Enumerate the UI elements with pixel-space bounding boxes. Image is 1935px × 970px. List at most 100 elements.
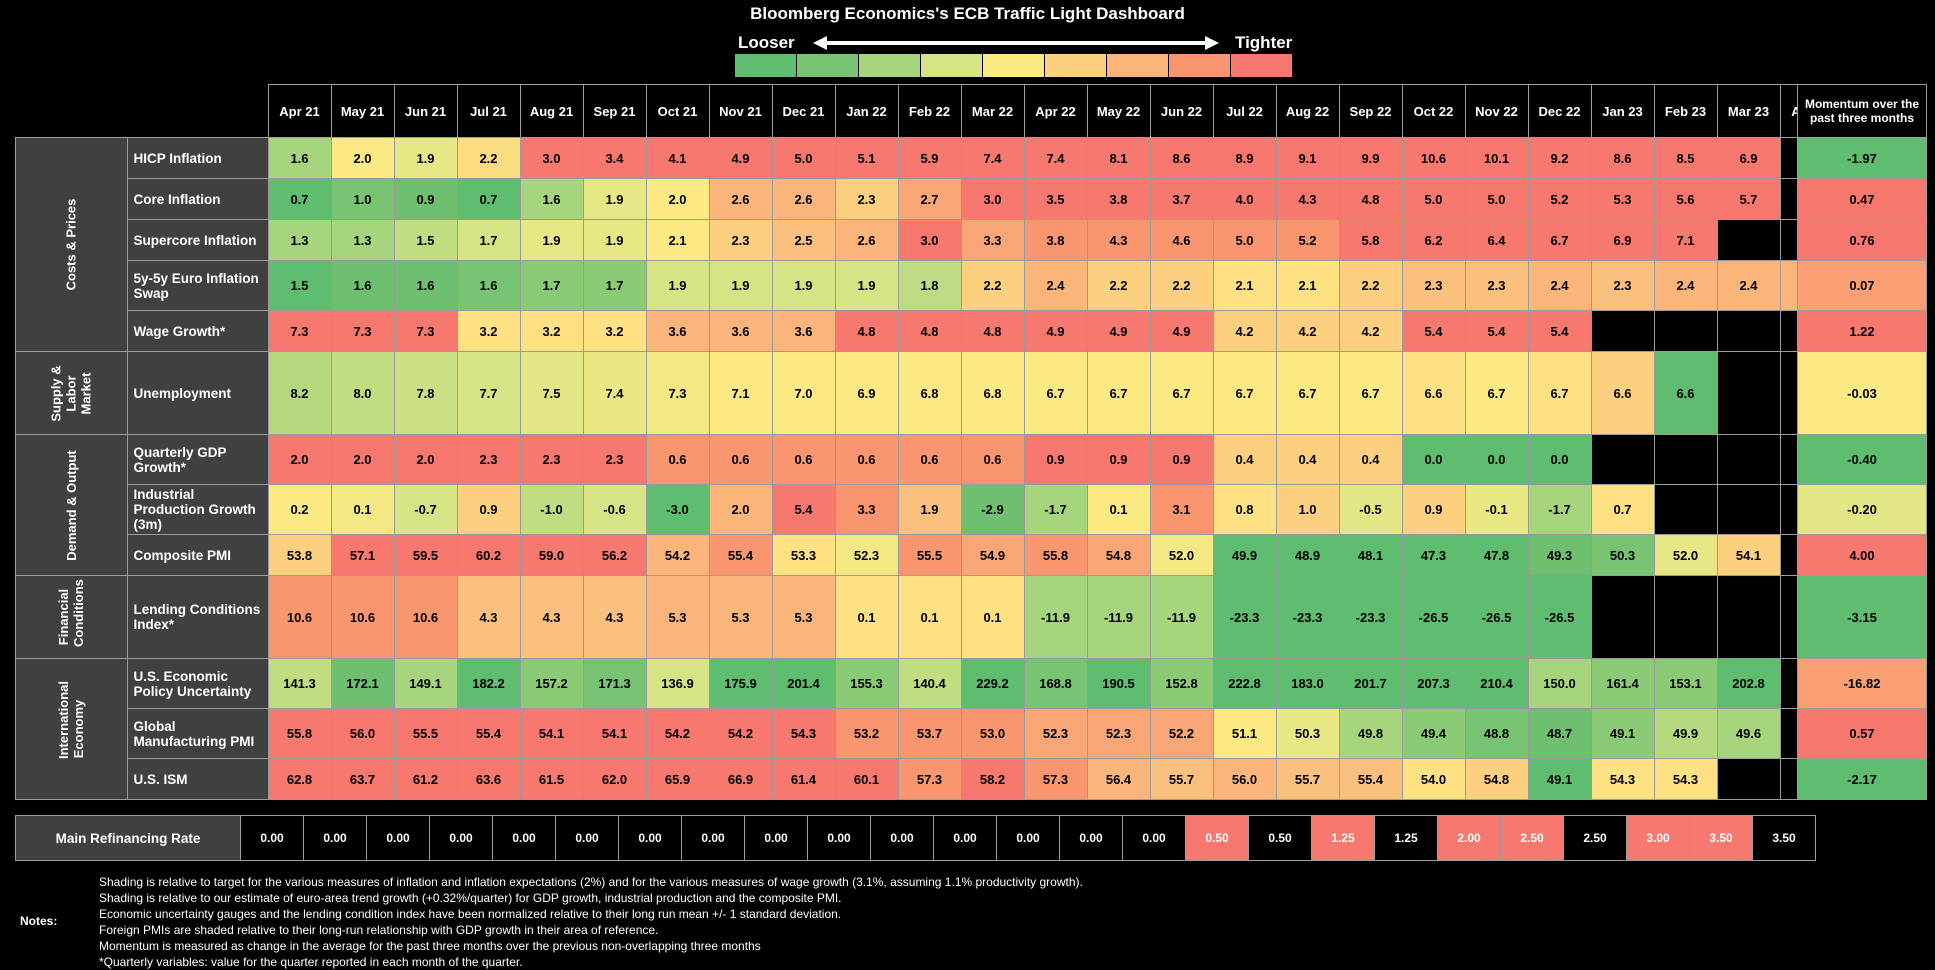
heatmap-cell: 8.9 (1212, 137, 1277, 179)
heatmap-cell: 1.9 (393, 137, 458, 179)
heatmap-cell: 7.0 (771, 351, 836, 435)
heatmap-cell: 63.7 (330, 758, 395, 800)
month-header: Mar 22 (960, 84, 1025, 138)
momentum-row: 1.22 (1797, 310, 1927, 352)
rate-cell: 0.50 (1248, 815, 1312, 861)
momentum-row: 0.57 (1797, 708, 1927, 759)
scale-swatch (1169, 54, 1231, 77)
rate-cell: 0.00 (429, 815, 493, 861)
heatmap-cell: -26.5 (1401, 575, 1466, 659)
heatmap-cell: 149.1 (393, 658, 458, 709)
heatmap-cell: 9.2 (1527, 137, 1592, 179)
heatmap-cell: 54.3 (771, 708, 836, 759)
month-header: Dec 22 (1527, 84, 1592, 138)
heatmap-cell: 4.3 (1086, 219, 1151, 261)
heatmap-cell: 1.9 (582, 178, 647, 220)
heatmap-cell: 10.6 (330, 575, 395, 659)
heatmap-cell: 55.5 (393, 708, 458, 759)
row-label: HICP Inflation (126, 137, 269, 179)
heatmap-cell: 54.2 (708, 708, 773, 759)
heatmap-cell: 0.4 (1338, 434, 1403, 485)
heatmap-cell: 2.4 (1527, 260, 1592, 311)
heatmap-cell: 0.9 (393, 178, 458, 220)
month-header: Jun 21 (393, 84, 458, 138)
momentum-row: -3.15 (1797, 575, 1927, 659)
heatmap-cell: 2.3 (1401, 260, 1466, 311)
heatmap-cell: 5.2 (1275, 219, 1340, 261)
heatmap-cell: 49.9 (1212, 534, 1277, 576)
heatmap-cell: 57.1 (330, 534, 395, 576)
heatmap-cell: 210.4 (1464, 658, 1529, 709)
dashboard-table: Apr 21 May 21 Jun 21 Jul 21 Aug 21 Sep 21 Oct … (15, 84, 1844, 800)
month-header: Aug 22 (1275, 84, 1340, 138)
heatmap-cell: 2.0 (393, 434, 458, 485)
color-scale (735, 54, 1293, 77)
heatmap-cell: 47.3 (1401, 534, 1466, 576)
heatmap-cell: 2.3 (1464, 260, 1529, 311)
heatmap-cell: 1.5 (393, 219, 458, 261)
rate-cell: 3.50 (1689, 815, 1753, 861)
heatmap-cell: 3.8 (1023, 219, 1088, 261)
heatmap-cell: 0.6 (771, 434, 836, 485)
heatmap-cell: 157.2 (519, 658, 584, 709)
heatmap-cell: 62.8 (267, 758, 332, 800)
momentum-cell: -0.40 (1797, 434, 1927, 485)
table-row: Financial Conditions Lending Conditions I… (15, 575, 1844, 659)
heatmap-cell: 1.9 (708, 260, 773, 311)
table-row: Demand & Output Quarterly GDP Growth* 2.0 2… (15, 434, 1844, 576)
heatmap-cell: -11.9 (1023, 575, 1088, 659)
heatmap-cell: 3.0 (519, 137, 584, 179)
momentum-cell: -16.82 (1797, 658, 1927, 709)
rate-row: Main Refinancing Rate 0.00 0.00 0.00 0.00 0.0… (15, 815, 1816, 861)
heatmap-cell: 5.2 (1527, 178, 1592, 220)
heatmap-cell: 2.4 (1716, 260, 1781, 311)
heatmap-cell (1716, 758, 1781, 800)
heatmap-cell: 55.8 (1023, 534, 1088, 576)
heatmap-cell: 2.3 (1590, 260, 1655, 311)
heatmap-cell: 5.4 (771, 484, 836, 535)
heatmap-cell: 150.0 (1527, 658, 1592, 709)
heatmap-cell: 172.1 (330, 658, 395, 709)
heatmap-cell: 6.7 (1149, 351, 1214, 435)
scale-swatch (735, 54, 797, 77)
heatmap-cell: 6.7 (1527, 219, 1592, 261)
heatmap-cell: 61.4 (771, 758, 836, 800)
heatmap-cell: 2.2 (960, 260, 1025, 311)
heatmap-cell: 0.7 (456, 178, 521, 220)
heatmap-cell: 52.3 (1023, 708, 1088, 759)
heatmap-cell (1653, 575, 1718, 659)
heatmap-cell: 4.9 (1086, 310, 1151, 352)
heatmap-cell (1653, 434, 1718, 485)
heatmap-cell: 7.4 (582, 351, 647, 435)
heatmap-cell: 60.1 (834, 758, 899, 800)
heatmap-cell: 54.1 (519, 708, 584, 759)
heatmap-cell: 5.7 (1716, 178, 1781, 220)
heatmap-cell (1653, 310, 1718, 352)
table-row: 5y-5y Euro Inflation Swap 1.5 1.6 1.6 1.6 1.7… (16, 260, 1844, 311)
heatmap-cell: 54.8 (1086, 534, 1151, 576)
heatmap-cell: 1.3 (267, 219, 332, 261)
heatmap-cell: 54.1 (582, 708, 647, 759)
heatmap-cell: 7.4 (960, 137, 1025, 179)
heatmap-cell: 47.8 (1464, 534, 1529, 576)
heatmap-cell: 4.6 (1149, 219, 1214, 261)
heatmap-cell: 1.9 (897, 484, 962, 535)
heatmap-cell: 182.2 (456, 658, 521, 709)
row-label: Supercore Inflation (126, 219, 269, 261)
heatmap-cell: 2.2 (1149, 260, 1214, 311)
group-label: Supply & Labor Market (15, 351, 128, 435)
table-row: Supercore Inflation 1.3 1.3 1.5 1.7 1.9 1.9 2.1… (16, 219, 1844, 261)
heatmap-cell: 61.2 (393, 758, 458, 800)
heatmap-cell: 54.2 (645, 708, 710, 759)
heatmap-cell: 3.3 (960, 219, 1025, 261)
heatmap-cell: 1.7 (519, 260, 584, 311)
heatmap-cell: 0.7 (267, 178, 332, 220)
month-header: Apr 21 (267, 84, 332, 138)
heatmap-cell: 2.1 (645, 219, 710, 261)
rate-cell: 0.00 (807, 815, 871, 861)
heatmap-cell: 52.3 (834, 534, 899, 576)
heatmap-cell: 55.8 (267, 708, 332, 759)
heatmap-cell: 4.0 (1212, 178, 1277, 220)
heatmap-cell: 7.4 (1023, 137, 1088, 179)
momentum-cell: -3.15 (1797, 575, 1927, 659)
